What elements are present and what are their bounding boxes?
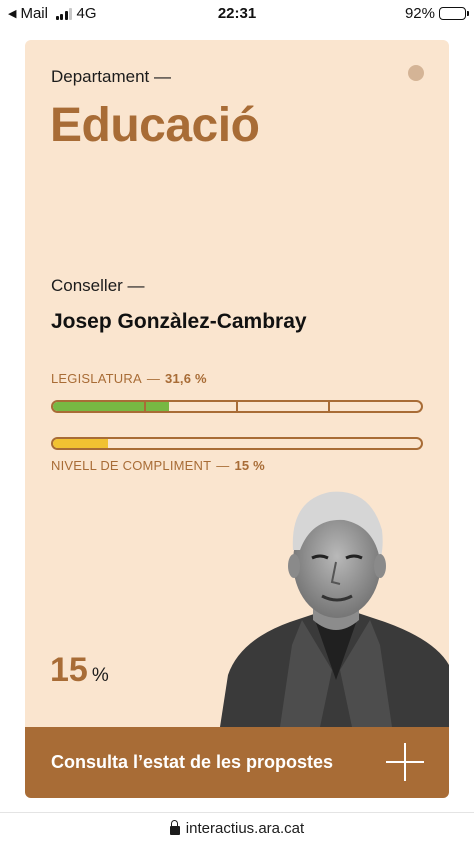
status-bar: ◀ Mail 4G 22:31 92%	[0, 0, 474, 28]
compliment-separator: —	[216, 458, 230, 473]
status-right: 92%	[404, 5, 469, 22]
legislatura-progress-fill	[53, 402, 170, 411]
big-percent-unit: %	[91, 665, 109, 686]
legislatura-segment-tick	[236, 402, 238, 411]
compliment-label: NIVELL DE COMPLIMENT	[51, 458, 212, 473]
big-percent-number: 15	[50, 651, 88, 689]
legislatura-label: LEGISLATURA	[51, 371, 142, 386]
conseller-name: Josep Gonzàlez-Cambray	[51, 310, 307, 333]
consulta-propostes-button[interactable]: Consulta l’estat de les propostes	[25, 727, 449, 798]
legislatura-segment-tick	[144, 402, 146, 411]
department-label: Departament —	[51, 67, 171, 86]
network-type: 4G	[76, 5, 97, 22]
address-bar[interactable]: interactius.ara.cat	[0, 812, 474, 843]
legislatura-segment-tick	[328, 402, 330, 411]
status-left[interactable]: ◀ Mail 4G	[8, 5, 97, 22]
url-text[interactable]: interactius.ara.cat	[185, 819, 305, 837]
plus-icon[interactable]	[386, 743, 424, 781]
compliment-value: 15 %	[234, 458, 265, 473]
battery-icon	[439, 7, 469, 20]
department-card: Departament — Educació Conseller — Josep…	[25, 40, 449, 798]
lock-icon	[169, 819, 180, 835]
status-dot-icon	[408, 65, 424, 81]
back-arrow-icon[interactable]: ◀	[8, 8, 17, 20]
legislatura-separator: —	[146, 371, 161, 386]
conseller-label: Conseller —	[51, 276, 145, 295]
consulta-propostes-label[interactable]: Consulta l’estat de les propostes	[51, 752, 334, 772]
legislatura-caption: LEGISLATURA — 31,6 %	[51, 371, 207, 386]
clock: 22:31	[217, 5, 257, 22]
department-name: Educació	[50, 99, 260, 152]
legislatura-value: 31,6 %	[165, 371, 207, 386]
battery-percent: 92%	[404, 5, 435, 22]
compliment-caption: NIVELL DE COMPLIMENT — 15 %	[51, 458, 265, 473]
compliment-progress-fill	[53, 439, 109, 448]
compliment-big-percent: 15%	[50, 651, 109, 690]
back-to-app-label[interactable]: Mail	[20, 5, 48, 22]
compliment-progress-bar	[51, 437, 423, 450]
legislatura-progress-bar	[51, 400, 423, 413]
conseller-portrait	[220, 491, 449, 727]
signal-icon	[55, 7, 73, 20]
